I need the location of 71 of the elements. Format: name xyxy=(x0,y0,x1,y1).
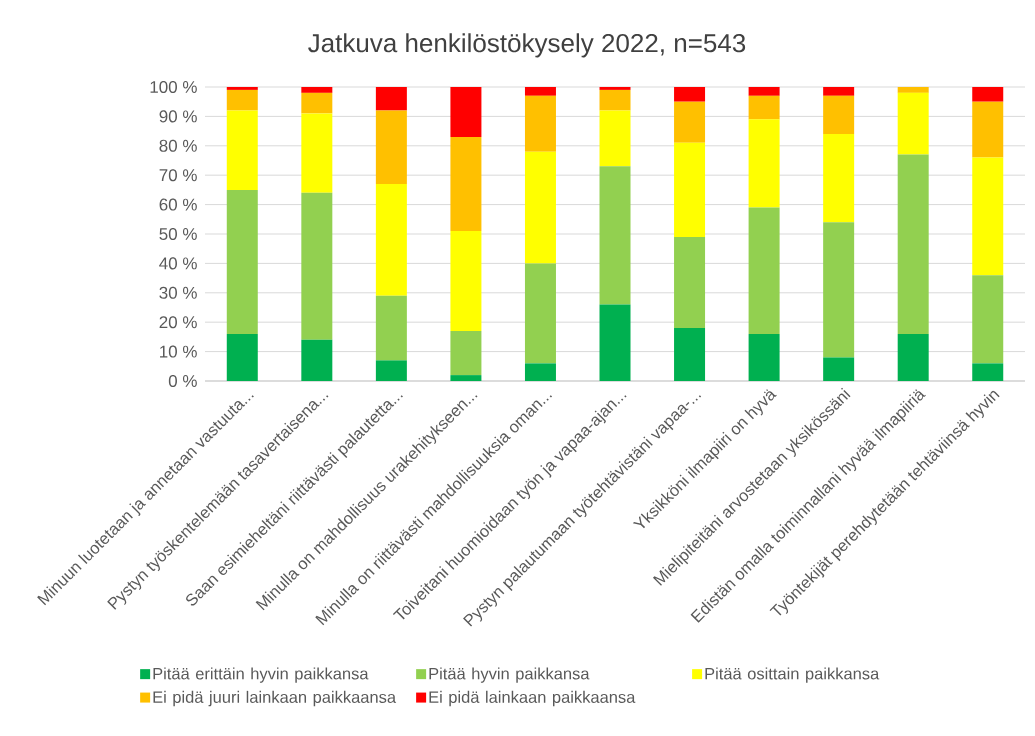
bar xyxy=(748,207,780,334)
y-tick-label: 0 % xyxy=(168,374,197,388)
bar xyxy=(748,333,780,381)
bar xyxy=(301,192,333,340)
bar xyxy=(972,275,1004,364)
legend-label: Ei pidä juuri lainkaan paikkaansa xyxy=(153,690,397,707)
bar xyxy=(599,166,631,305)
y-tick-label: 100 % xyxy=(150,80,197,94)
bar xyxy=(823,134,855,223)
bar xyxy=(450,86,482,137)
bar xyxy=(524,363,556,381)
y-tick-label: 20 % xyxy=(159,316,197,329)
y-tick-label: 40 % xyxy=(159,257,197,270)
bar xyxy=(599,89,631,111)
bar xyxy=(450,331,482,376)
chart-title: Jatkuva henkilöstökysely 2022, n=543 xyxy=(308,33,746,58)
legend-label: Pitää erittäin hyvin paikkansa xyxy=(153,667,369,683)
bar xyxy=(674,101,706,143)
bar xyxy=(375,110,407,185)
y-tick-label: 60 % xyxy=(159,198,197,211)
bar xyxy=(375,360,407,381)
legend-label: Pitää hyvin paikkansa xyxy=(429,667,590,683)
bar xyxy=(972,157,1004,276)
y-tick-label: 80 % xyxy=(159,139,197,152)
bar xyxy=(450,136,482,232)
bar xyxy=(823,357,855,381)
y-tick-label: 50 % xyxy=(159,227,197,241)
bar xyxy=(524,95,556,152)
bar xyxy=(897,333,929,381)
bar xyxy=(226,333,258,381)
bar xyxy=(301,113,333,193)
legend-label: Ei pidä lainkaan paikkaansa xyxy=(429,690,636,707)
bar xyxy=(748,86,780,96)
bar xyxy=(972,101,1004,158)
bar xyxy=(226,86,258,90)
bar xyxy=(972,363,1004,381)
y-tick-label: 70 % xyxy=(159,169,197,182)
bar xyxy=(674,142,706,237)
bar xyxy=(375,86,407,111)
bar xyxy=(301,86,333,93)
y-tick-label: 90 % xyxy=(159,110,197,123)
bar xyxy=(599,304,631,381)
bar xyxy=(375,295,407,361)
bar xyxy=(524,263,556,364)
bar xyxy=(674,236,706,329)
bar xyxy=(897,86,929,93)
bar xyxy=(375,184,407,296)
bar xyxy=(301,339,333,381)
bar xyxy=(226,110,258,190)
bar xyxy=(748,119,780,208)
y-tick-label: 10 % xyxy=(160,345,197,358)
bar xyxy=(599,86,631,90)
bar xyxy=(301,92,333,114)
bar xyxy=(524,86,556,96)
bar xyxy=(823,222,855,358)
bar xyxy=(450,375,482,381)
legend-label: Pitää osittain paikkansa xyxy=(705,667,880,683)
bar xyxy=(599,110,631,167)
bar xyxy=(972,86,1004,102)
bar xyxy=(674,328,706,381)
bar xyxy=(226,89,258,111)
bar xyxy=(823,95,855,135)
bar xyxy=(674,86,706,102)
bar xyxy=(226,189,258,334)
bar xyxy=(450,231,482,332)
bar xyxy=(897,154,929,334)
y-tick-label: 30 % xyxy=(159,286,197,299)
bar xyxy=(748,95,780,120)
bar xyxy=(524,151,556,264)
bar xyxy=(897,92,929,155)
bar xyxy=(823,86,855,96)
